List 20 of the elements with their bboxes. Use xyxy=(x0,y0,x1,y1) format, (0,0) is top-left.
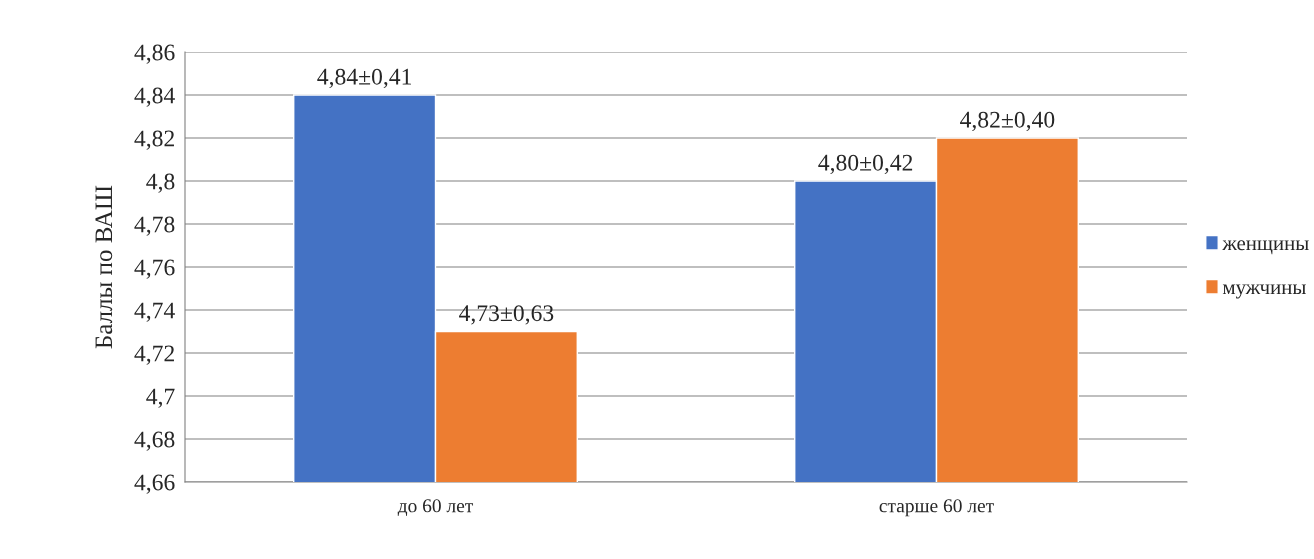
data-label: 4,80±0,42 xyxy=(818,154,913,175)
y-tick-label: 4,72 xyxy=(134,345,174,365)
y-tick-label: 4,86 xyxy=(134,44,175,64)
y-tick-label: 4,74 xyxy=(134,302,175,322)
x-tick-label: старше 60 лет xyxy=(879,499,994,517)
legend-label: женщины xyxy=(1222,240,1309,255)
data-label: 4,84±0,41 xyxy=(317,68,411,89)
y-tick-label: 4,68 xyxy=(134,431,175,451)
y-tick-label: 4,82 xyxy=(134,130,174,150)
y-tick-label: 4,78 xyxy=(134,216,175,236)
x-tick-label: до 60 лет xyxy=(397,499,474,516)
y-tick-label: 4,84 xyxy=(134,87,175,107)
legend-label: мужчины xyxy=(1222,284,1306,299)
data-label: 4,73±0,63 xyxy=(459,305,554,325)
y-axis-title: Баллы по ВАШ xyxy=(95,185,113,349)
data-label: 4,82±0,40 xyxy=(960,111,1055,132)
y-tick-label: 4,7 xyxy=(146,388,175,408)
y-tick-label: 4,76 xyxy=(134,259,175,279)
y-tick-label: 4,66 xyxy=(134,474,175,494)
y-tick-label: 4,8 xyxy=(146,173,175,193)
